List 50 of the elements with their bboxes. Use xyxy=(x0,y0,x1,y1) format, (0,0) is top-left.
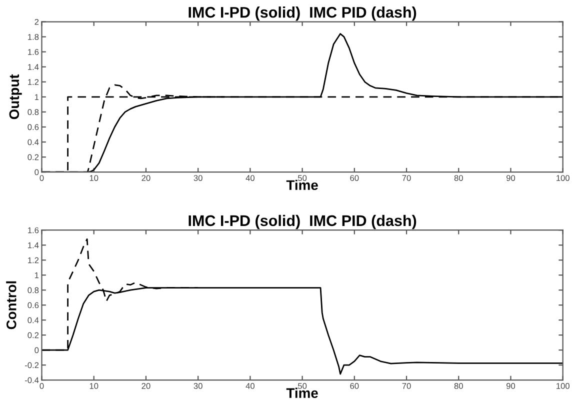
y-axis-title: Control xyxy=(6,281,16,330)
x-tick-label: 30 xyxy=(194,383,202,389)
y-tick-label: 1.6 xyxy=(28,49,39,55)
x-tick-label: 50 xyxy=(298,175,307,181)
chart-title: IMC I-PD (solid) IMC PID (dash) xyxy=(188,214,416,230)
y-tick-label: -0.2 xyxy=(24,362,39,368)
x-tick-label: 60 xyxy=(350,383,359,389)
x-tick-label: 100 xyxy=(556,175,570,181)
y-tick-label: 0.4 xyxy=(28,317,39,324)
y-tick-label: 1 xyxy=(34,272,39,278)
y-tick-label: 1.8 xyxy=(28,34,39,40)
x-tick-label: 70 xyxy=(402,175,411,181)
x-tick-label: 0 xyxy=(40,383,44,389)
x-tick-label: 10 xyxy=(90,383,98,389)
x-tick-label: 30 xyxy=(194,175,202,181)
y-tick-label: 0.8 xyxy=(28,109,39,116)
x-tick-label: 100 xyxy=(556,383,570,389)
y-tick-label: 1.2 xyxy=(28,257,39,264)
x-tick-label: 50 xyxy=(298,383,307,389)
x-tick-label: 40 xyxy=(246,175,254,181)
x-tick-label: 0 xyxy=(40,175,44,181)
x-tick-label: 40 xyxy=(246,383,254,389)
y-tick-label: 1.6 xyxy=(28,227,39,234)
y-tick-label: 0.8 xyxy=(28,287,39,294)
y-axis-title: Output xyxy=(9,74,22,120)
y-tick-label: 0 xyxy=(34,169,39,176)
y-tick-label: 0.4 xyxy=(28,139,39,146)
x-tick-label: 70 xyxy=(402,383,411,389)
x-tick-label: 10 xyxy=(90,175,98,181)
y-tick-label: 2 xyxy=(34,18,39,25)
x-tick-label: 90 xyxy=(506,175,516,181)
x-tick-label: 20 xyxy=(142,383,150,389)
x-tick-label: 80 xyxy=(454,175,463,181)
y-tick-label: 0.6 xyxy=(28,302,39,308)
x-axis-title: Time xyxy=(286,180,318,190)
y-tick-label: 1.4 xyxy=(28,64,39,70)
y-tick-label: 0.6 xyxy=(28,124,39,130)
y-tick-label: 0.2 xyxy=(28,332,39,338)
y-tick-label: 1.2 xyxy=(28,79,39,85)
y-tick-label: -0.4 xyxy=(24,377,39,384)
y-tick-label: 0 xyxy=(34,347,39,354)
x-tick-label: 60 xyxy=(350,175,359,181)
x-axis-title: Time xyxy=(286,388,318,398)
y-tick-label: 0.2 xyxy=(28,154,39,160)
y-tick-label: 1.4 xyxy=(28,242,39,248)
x-tick-label: 80 xyxy=(454,383,463,389)
y-tick-label: 1 xyxy=(34,94,39,100)
x-tick-label: 20 xyxy=(142,175,150,181)
x-tick-label: 90 xyxy=(506,383,516,389)
chart-title: IMC I-PD (solid) IMC PID (dash) xyxy=(188,6,416,21)
